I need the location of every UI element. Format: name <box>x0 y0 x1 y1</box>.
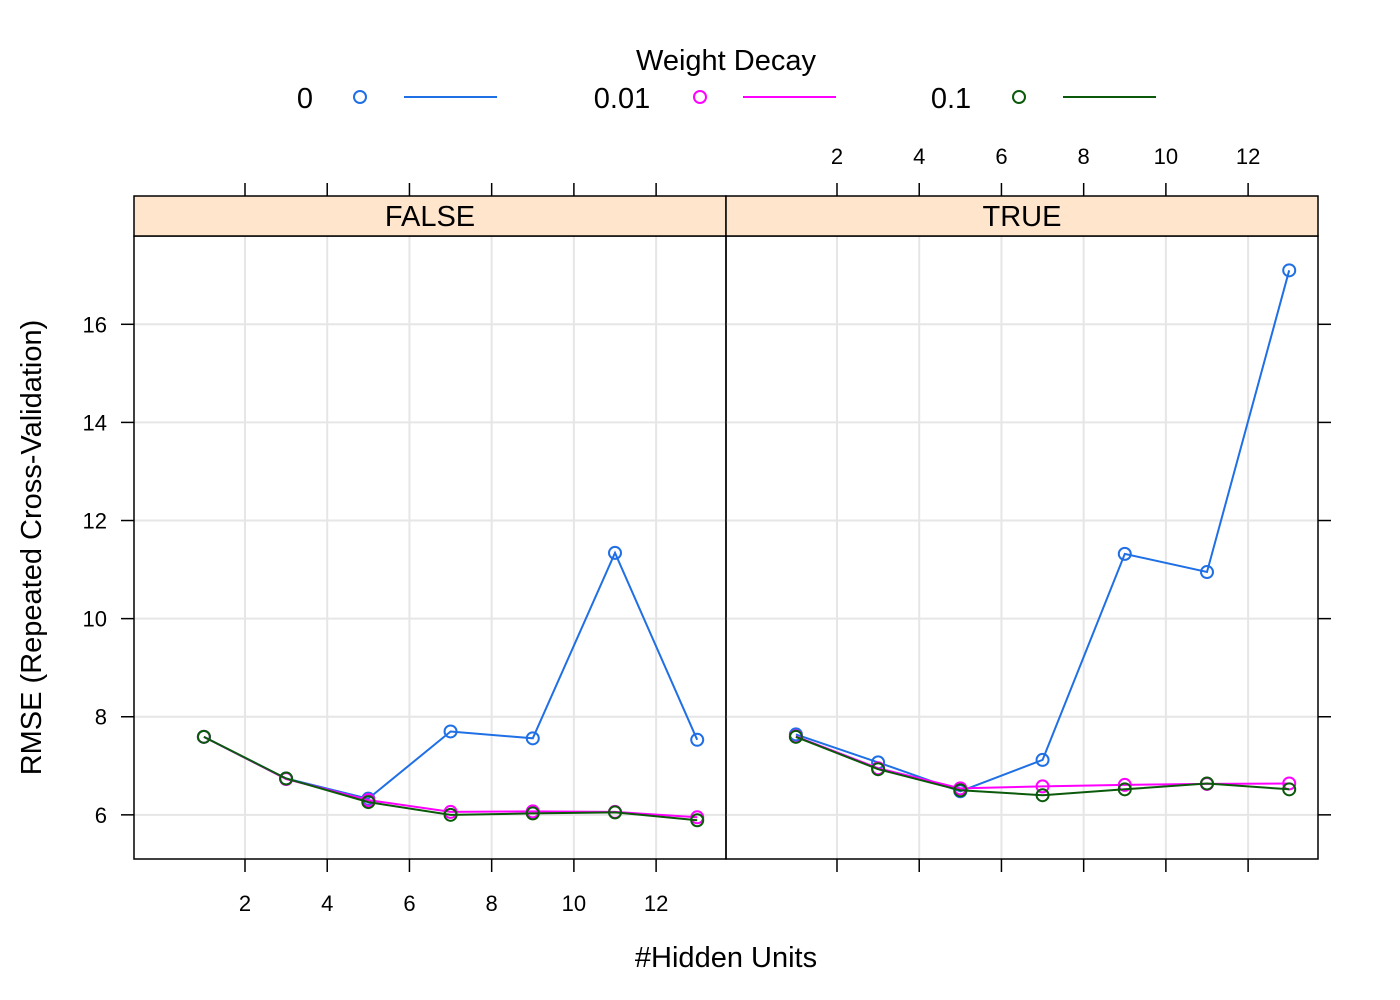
data-point <box>1200 565 1214 580</box>
data-point <box>608 805 622 820</box>
data-point <box>1035 752 1050 767</box>
x-tick-label: 8 <box>486 891 498 916</box>
data-point <box>1282 776 1297 791</box>
legend-title: Weight Decay <box>636 45 816 77</box>
series-line-0.1 <box>795 735 1290 797</box>
series-line-0 <box>203 550 699 800</box>
x-tick-label: 2 <box>831 144 843 169</box>
panel-frame <box>133 235 727 860</box>
data-point <box>279 771 294 786</box>
y-tick-label: 10 <box>83 607 107 632</box>
data-point <box>608 545 622 560</box>
x-tick-label: 4 <box>913 144 925 169</box>
data-point <box>1200 776 1214 791</box>
legend-label: 0.01 <box>594 83 650 115</box>
y-tick-label: 12 <box>83 509 107 534</box>
panel-frame <box>725 235 1319 860</box>
data-point <box>1282 782 1297 797</box>
y-tick-label: 16 <box>83 312 107 337</box>
x-tick-label: 4 <box>321 891 333 916</box>
legend-label: 0 <box>297 83 313 115</box>
data-point <box>1035 779 1050 794</box>
data-point <box>443 724 458 739</box>
data-point <box>690 813 705 828</box>
legend-point-marker <box>693 90 707 104</box>
panel-strip-label: TRUE <box>983 201 1062 233</box>
x-tick-label: 8 <box>1078 144 1090 169</box>
series-line-0.1 <box>203 736 698 822</box>
series-line-0 <box>795 270 1291 793</box>
x-tick-label: 6 <box>995 144 1007 169</box>
y-tick-label: 6 <box>95 803 107 828</box>
panel-strip <box>133 195 727 237</box>
data-point <box>1117 782 1132 797</box>
data-point <box>1035 788 1050 803</box>
y-axis-title: RMSE (Repeated Cross-Validation) <box>16 320 48 776</box>
x-tick-label: 2 <box>239 891 251 916</box>
y-tick-label: 8 <box>95 705 107 730</box>
data-point <box>1282 263 1297 278</box>
legend-point-marker <box>1012 90 1026 104</box>
data-point <box>361 795 376 810</box>
data-point <box>788 729 803 744</box>
data-point <box>525 731 540 746</box>
data-point <box>953 783 968 798</box>
legend-point-marker <box>353 90 367 104</box>
data-point <box>1117 777 1132 792</box>
panel-strip <box>725 195 1319 237</box>
y-tick-label: 14 <box>83 410 107 435</box>
data-point <box>443 807 458 822</box>
x-tick-label: 6 <box>403 891 415 916</box>
data-point <box>871 762 886 777</box>
x-tick-label: 12 <box>644 891 668 916</box>
data-point <box>690 732 705 747</box>
x-axis-title: #Hidden Units <box>635 942 817 974</box>
data-point <box>525 806 540 821</box>
x-tick-label: 12 <box>1236 144 1260 169</box>
data-point <box>196 729 211 744</box>
x-tick-label: 10 <box>562 891 586 916</box>
data-point <box>1117 546 1132 561</box>
panel-strip-label: FALSE <box>385 201 475 233</box>
x-tick-label: 10 <box>1154 144 1178 169</box>
legend-label: 0.1 <box>931 83 971 115</box>
